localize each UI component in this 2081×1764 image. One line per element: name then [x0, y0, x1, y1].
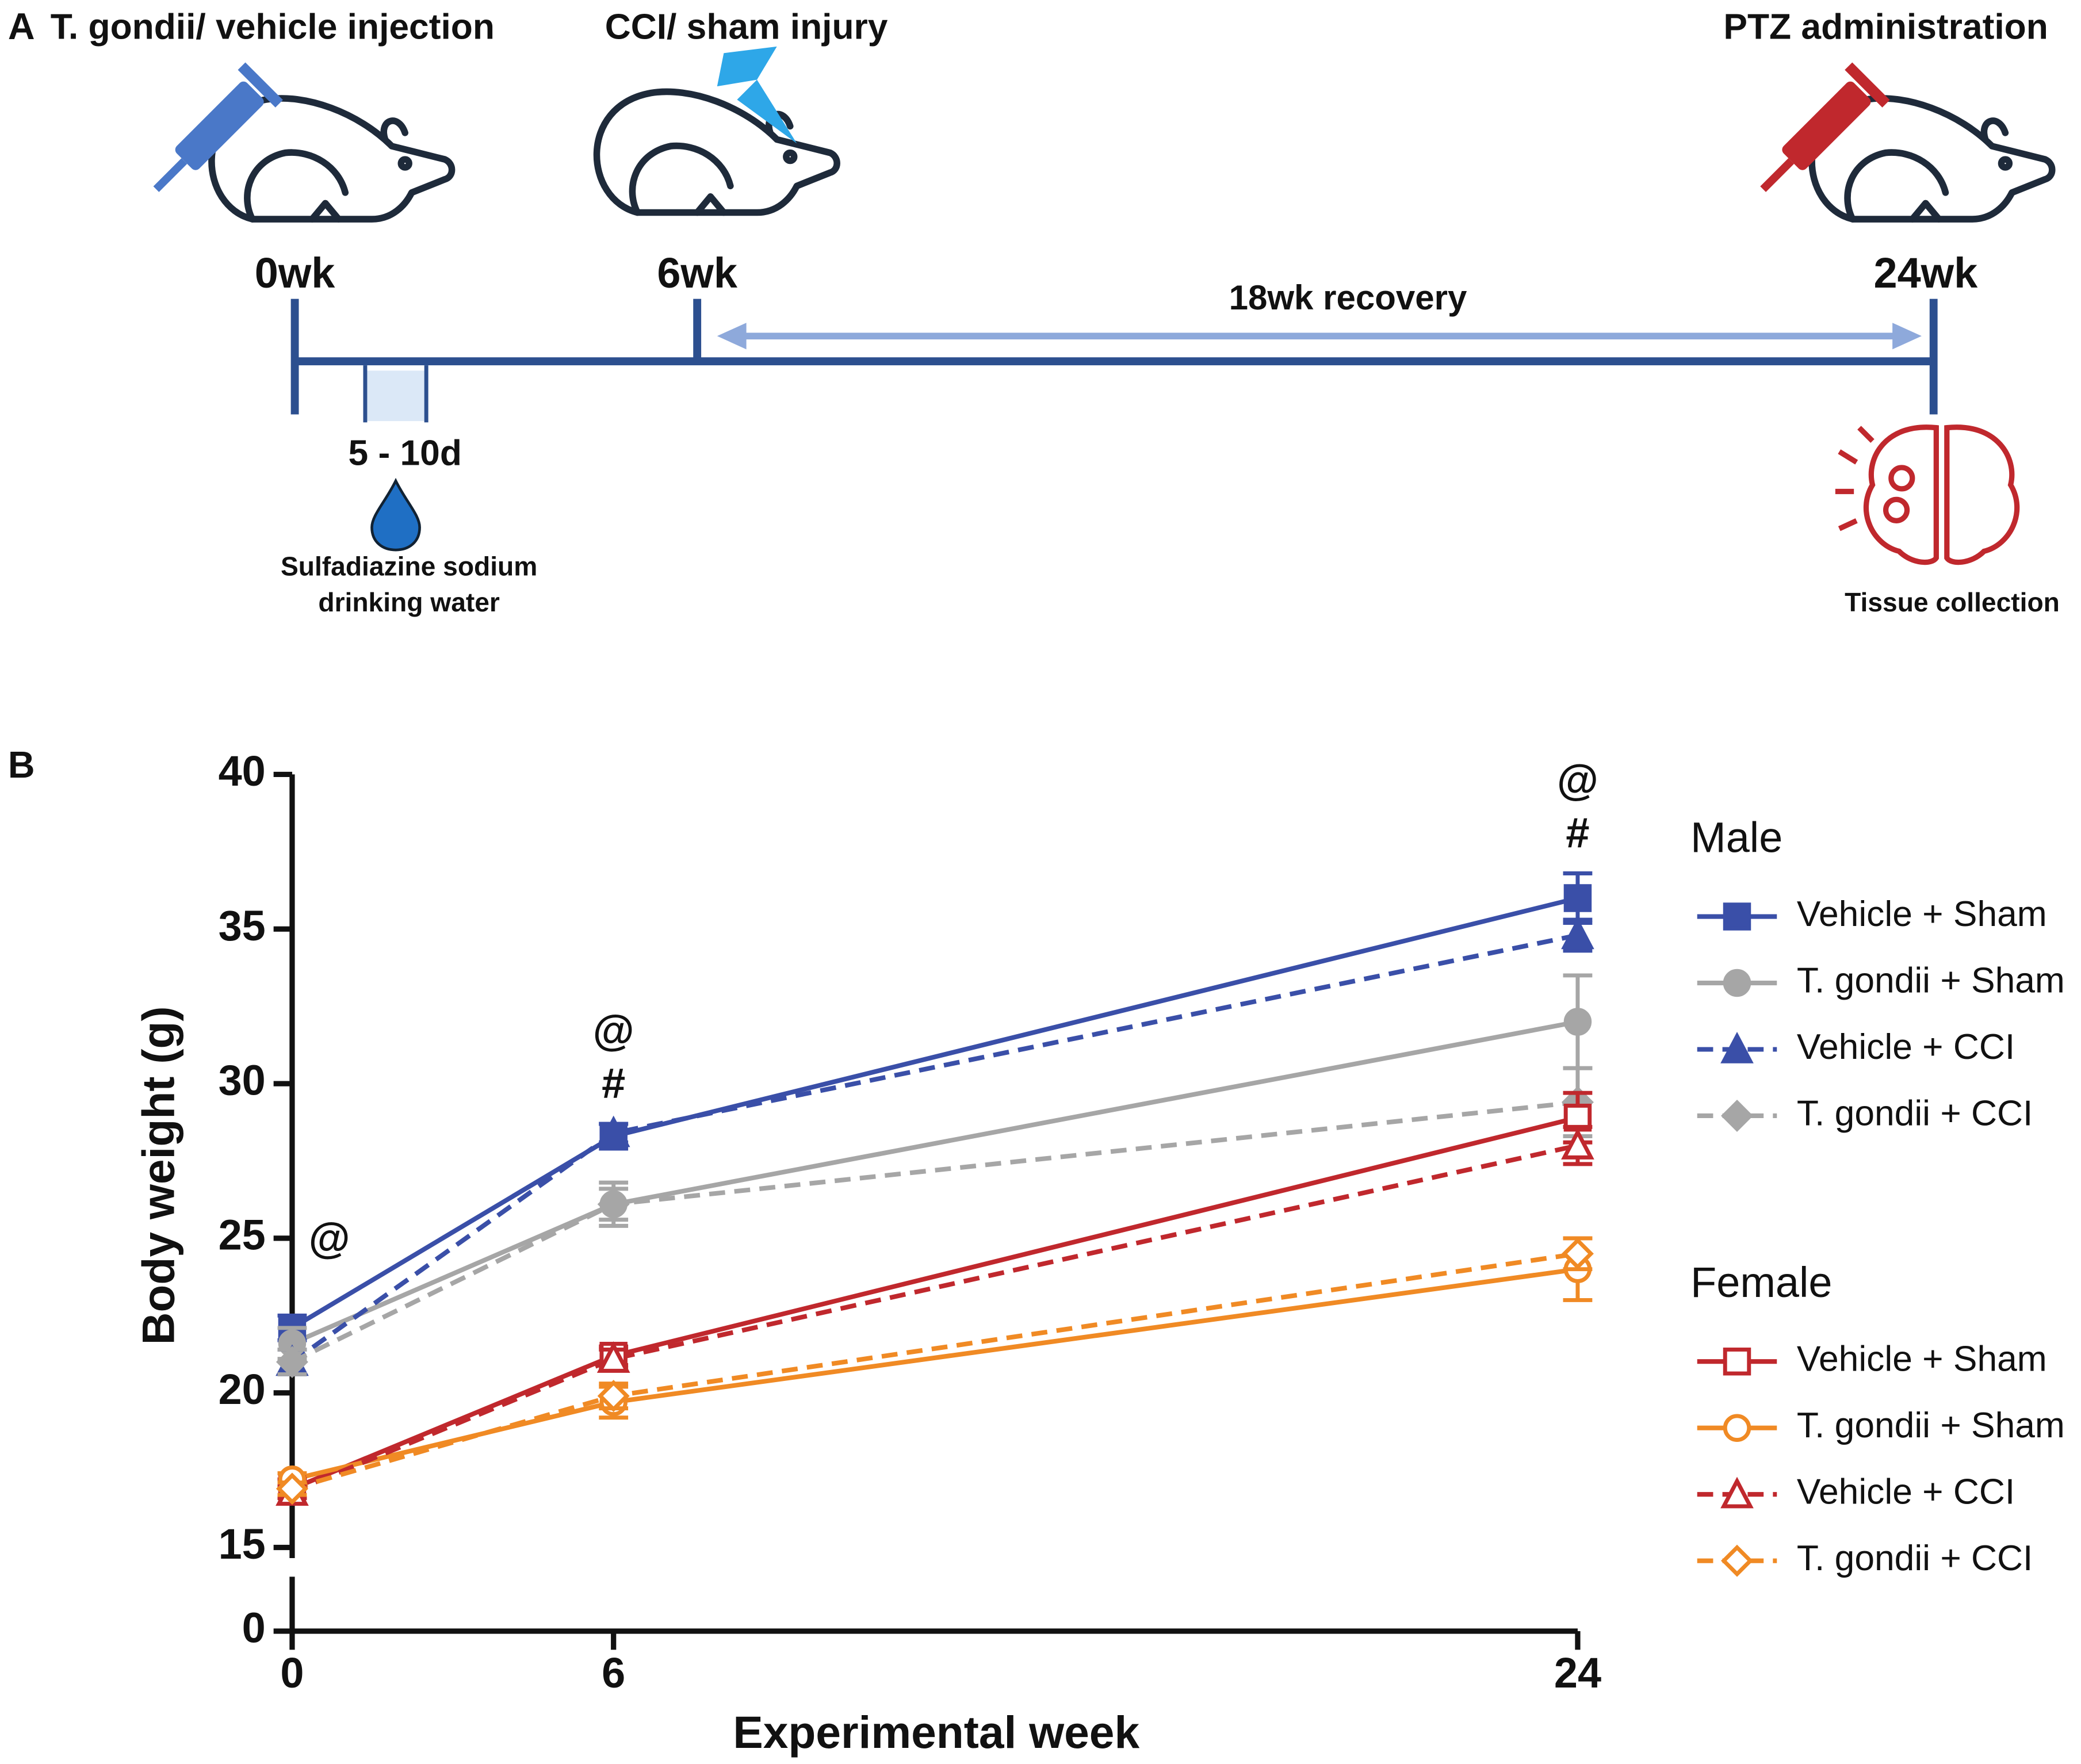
y-tick-label: 40: [219, 747, 266, 795]
water-drop-icon: [370, 477, 421, 552]
days-label: 5 - 10d: [348, 434, 461, 473]
water-label: Sulfadiazine sodium: [281, 552, 537, 581]
y-tick-label: 30: [219, 1057, 266, 1104]
x-axis-title: Experimental week: [733, 1707, 1139, 1758]
marker: [1723, 1414, 1751, 1442]
ptz-label: PTZ administration: [1723, 7, 2048, 47]
marker: [276, 1345, 308, 1378]
panel-label: A: [8, 5, 35, 47]
legend-heading: Female: [1690, 1258, 1832, 1306]
timeline-panel: A T. gondii/ vehicle injection CCI/ sham…: [8, 5, 2060, 617]
marker: [1561, 1237, 1594, 1270]
series-line: [291, 1143, 1578, 1494]
treatment-window: [365, 370, 427, 422]
series-line: [290, 896, 1578, 1330]
marker: [1723, 902, 1751, 931]
marker: [1720, 1476, 1754, 1509]
syringe-icon: [1760, 62, 1890, 192]
y-tick-label: 20: [219, 1365, 266, 1413]
x-tick-label: 6: [602, 1649, 625, 1697]
y-tick-label: 15: [219, 1520, 266, 1568]
annotation: @: [1557, 756, 1598, 803]
x-tick-label: 24: [1554, 1649, 1601, 1697]
week-label: 0wk: [255, 249, 336, 297]
lightning-icon: [717, 46, 797, 144]
injury-label: CCI/ sham injury: [605, 7, 888, 47]
marker: [1563, 1008, 1592, 1036]
legend-label: T. gondii + Sham: [1797, 1406, 2065, 1445]
legend-label: T. gondii + CCI: [1797, 1093, 2033, 1133]
marker: [1720, 1031, 1754, 1063]
marker: [1561, 1128, 1594, 1160]
marker: [596, 1341, 630, 1373]
marker: [1723, 969, 1751, 997]
syringe-icon: [153, 62, 283, 192]
y-tick-label: 0: [242, 1604, 266, 1652]
series-line: [290, 933, 1578, 1364]
legend-label: T. gondii + Sham: [1797, 961, 2065, 1000]
annotation: @: [309, 1214, 350, 1261]
recovery-label: 18wk recovery: [1229, 278, 1467, 317]
recovery-arrow: [717, 323, 1922, 350]
series-line: [292, 1266, 1578, 1482]
marker: [1561, 917, 1594, 950]
legend-label: Vehicle + Sham: [1797, 1340, 2047, 1379]
mouse-icons: [208, 88, 2056, 223]
week-label: 24wk: [1874, 249, 1979, 297]
marker: [1721, 1099, 1753, 1132]
y-tick-label: 35: [219, 902, 266, 950]
marker: [597, 1188, 630, 1220]
mouse-icon: [208, 95, 456, 223]
tissue-label: Tissue collection: [1845, 587, 2060, 617]
marker: [1721, 1544, 1753, 1577]
panel-label: B: [8, 744, 35, 786]
annotation: #: [602, 1059, 625, 1107]
y-axis-title: Body weight (g): [133, 1007, 183, 1345]
marker: [1563, 884, 1592, 912]
legend-label: Vehicle + Sham: [1797, 894, 2047, 934]
y-tick-label: 25: [219, 1211, 266, 1258]
legend-heading: Male: [1690, 813, 1782, 861]
marker: [276, 1472, 308, 1505]
legend-label: Vehicle + CCI: [1797, 1027, 2015, 1067]
legend-label: Vehicle + CCI: [1797, 1472, 2015, 1512]
annotation: #: [1566, 809, 1589, 856]
brain-icon: [1835, 424, 2020, 565]
annotation: @: [593, 1006, 634, 1054]
injection-label: T. gondii/ vehicle injection: [51, 7, 495, 47]
marker: [1723, 1347, 1751, 1376]
x-tick-label: 0: [280, 1649, 304, 1697]
marker: [597, 1380, 630, 1413]
series-line: [291, 1251, 1578, 1491]
water-label: drinking water: [318, 587, 500, 617]
timeline: [290, 299, 1938, 415]
legend-label: T. gondii + CCI: [1797, 1539, 2033, 1578]
mouse-icon: [593, 88, 840, 216]
week-label: 6wk: [657, 249, 738, 297]
marker: [596, 1115, 630, 1147]
